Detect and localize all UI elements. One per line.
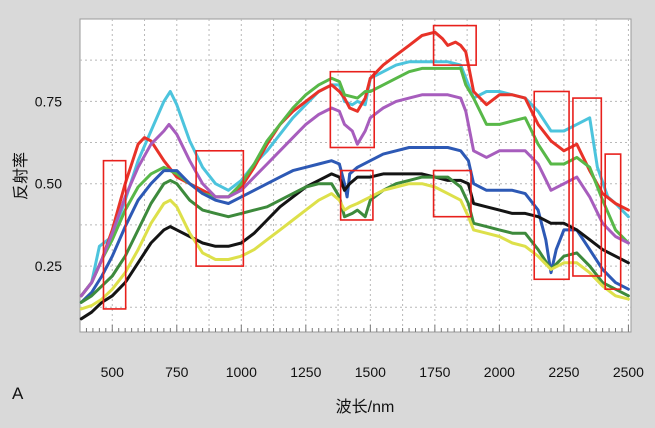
highlight-box bbox=[432, 169, 472, 218]
x-tick-label: 1500 bbox=[355, 364, 386, 380]
x-axis-title: 波长/nm bbox=[336, 398, 395, 416]
highlight-box bbox=[533, 90, 570, 281]
x-tick-label: 1750 bbox=[419, 364, 450, 380]
x-tick-label: 1000 bbox=[226, 364, 257, 380]
y-tick-label: 0.50 bbox=[35, 176, 62, 192]
x-tick-labels: 500 750 1000 1250 1500 1750 2000 2250 2500 bbox=[101, 364, 645, 380]
x-tick-label: 750 bbox=[165, 364, 189, 380]
y-tick-label: 0.25 bbox=[35, 258, 62, 274]
series-line-yellow bbox=[79, 182, 630, 311]
series-line-olive bbox=[79, 175, 630, 304]
highlight-boxes bbox=[102, 24, 622, 310]
highlight-box bbox=[339, 169, 374, 221]
tick-marks bbox=[85, 325, 629, 332]
highlight-box bbox=[572, 97, 603, 277]
highlight-box bbox=[432, 24, 477, 66]
series-line-cyan bbox=[79, 60, 630, 298]
x-tick-label: 1250 bbox=[290, 364, 321, 380]
panel-label: A bbox=[12, 384, 24, 403]
y-tick-label: 0.75 bbox=[35, 93, 62, 109]
series-line-red bbox=[79, 30, 630, 298]
highlight-box bbox=[195, 149, 245, 267]
y-tick-labels: 0.25 0.50 0.75 bbox=[35, 93, 62, 274]
x-tick-label: 500 bbox=[101, 364, 125, 380]
x-tick-label: 2250 bbox=[548, 364, 579, 380]
x-tick-label: 2500 bbox=[613, 364, 644, 380]
highlight-box bbox=[102, 159, 127, 310]
y-axis-title: 反射率 bbox=[12, 152, 30, 200]
highlight-box bbox=[604, 153, 622, 290]
series-line-black bbox=[79, 172, 630, 321]
series-line-purple bbox=[79, 93, 630, 298]
x-tick-label: 2000 bbox=[484, 364, 515, 380]
highlight-box bbox=[329, 70, 376, 149]
plot-area bbox=[79, 18, 632, 333]
